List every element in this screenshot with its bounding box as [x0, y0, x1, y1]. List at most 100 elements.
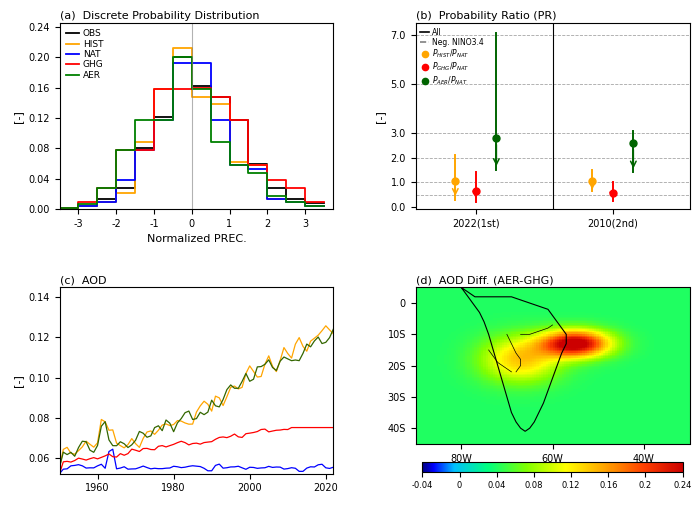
Line: NAT: NAT: [60, 63, 324, 208]
HIST: [74, 205, 83, 211]
OBS: [150, 145, 158, 152]
AER: [93, 185, 102, 191]
GHG: [206, 94, 215, 100]
NAT: [206, 60, 215, 67]
GHG: [225, 94, 234, 100]
HIST: [282, 196, 290, 202]
NAT: [93, 199, 102, 205]
HIST: [131, 139, 139, 145]
NAT: [188, 60, 196, 67]
HIST: [169, 45, 177, 51]
OBS: [225, 94, 234, 100]
AER: [301, 203, 309, 209]
GHG: [150, 147, 158, 153]
Text: (b)  Probability Ratio (PR): (b) Probability Ratio (PR): [416, 11, 556, 21]
NAT: [55, 205, 64, 211]
GHG: [169, 86, 177, 92]
NAT: [188, 60, 196, 67]
AER: [244, 169, 253, 176]
GHG: [320, 199, 328, 205]
GHG: [282, 185, 290, 191]
AER: [244, 162, 253, 168]
AER: [74, 205, 83, 211]
AER: [74, 201, 83, 207]
AER: [301, 199, 309, 205]
NAT: [225, 116, 234, 122]
AER: [150, 116, 158, 122]
AER: [263, 169, 272, 176]
NAT: [74, 203, 83, 209]
AER: [131, 147, 139, 153]
NAT: [206, 116, 215, 122]
HIST: [263, 196, 272, 202]
HIST: [93, 203, 102, 209]
GHG: [244, 116, 253, 122]
Text: (a)  Discrete Probability Distribution: (a) Discrete Probability Distribution: [60, 11, 259, 21]
AER: [188, 54, 196, 60]
NAT: [74, 205, 83, 211]
OBS: [282, 185, 290, 191]
AER: [320, 203, 328, 209]
NAT: [150, 116, 158, 122]
GHG: [112, 185, 120, 191]
NAT: [150, 147, 158, 153]
OBS: [282, 196, 290, 202]
OBS: [263, 161, 272, 167]
OBS: [169, 54, 177, 60]
Legend: All, Neg. NINO3.4, $P_{HIST}/P_{NAT}$, $P_{GHG}/P_{NAT}$, $P_{AER}/P_{NAT}$: All, Neg. NINO3.4, $P_{HIST}/P_{NAT}$, $…: [419, 27, 484, 88]
OBS: [320, 200, 328, 206]
NAT: [301, 199, 309, 205]
HIST: [188, 45, 196, 51]
HIST: [131, 189, 139, 196]
OBS: [74, 203, 83, 209]
OBS: [112, 185, 120, 191]
GHG: [301, 185, 309, 191]
OBS: [131, 185, 139, 191]
OBS: [301, 200, 309, 206]
HIST: [150, 139, 158, 145]
Line: OBS: OBS: [60, 57, 324, 208]
GHG: [74, 199, 83, 205]
HIST: [55, 205, 64, 211]
GHG: [55, 205, 64, 211]
HIST: [263, 162, 272, 168]
OBS: [150, 114, 158, 120]
AER: [112, 185, 120, 191]
HIST: [282, 199, 290, 205]
Y-axis label: [-]: [-]: [13, 110, 22, 122]
HIST: [112, 199, 120, 205]
OBS: [206, 94, 215, 100]
OBS: [131, 145, 139, 152]
OBS: [225, 116, 234, 122]
HIST: [225, 159, 234, 165]
NAT: [244, 166, 253, 172]
AER: [169, 54, 177, 60]
AER: [55, 205, 64, 211]
GHG: [263, 177, 272, 183]
Y-axis label: [-]: [-]: [13, 374, 22, 387]
HIST: [301, 199, 309, 205]
GHG: [131, 147, 139, 153]
GHG: [93, 199, 102, 205]
GHG: [188, 86, 196, 92]
GHG: [244, 162, 253, 168]
HIST: [320, 203, 328, 209]
Legend: OBS, HIST, NAT, GHG, AER: OBS, HIST, NAT, GHG, AER: [64, 28, 106, 81]
GHG: [131, 147, 139, 153]
OBS: [188, 54, 196, 60]
Text: (c)  AOD: (c) AOD: [60, 275, 106, 285]
NAT: [263, 166, 272, 172]
Line: AER: AER: [60, 57, 324, 208]
GHG: [169, 86, 177, 92]
AER: [282, 199, 290, 205]
GHG: [206, 84, 215, 91]
HIST: [225, 101, 234, 108]
OBS: [188, 83, 196, 89]
OBS: [301, 196, 309, 202]
OBS: [244, 116, 253, 122]
AER: [188, 86, 196, 92]
GHG: [225, 116, 234, 122]
Text: (d)  AOD Diff. (AER-GHG): (d) AOD Diff. (AER-GHG): [416, 275, 553, 285]
HIST: [206, 101, 215, 108]
OBS: [112, 196, 120, 202]
